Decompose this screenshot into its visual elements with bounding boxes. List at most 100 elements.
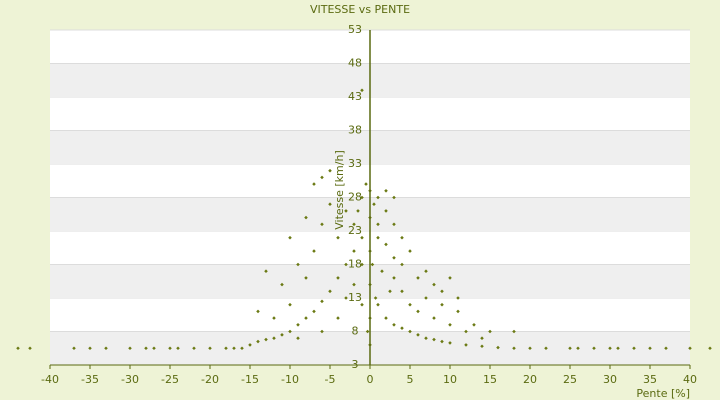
- point: [312, 182, 316, 186]
- point: [280, 282, 284, 287]
- point: [320, 329, 324, 334]
- point: [392, 195, 396, 200]
- point: [576, 346, 580, 351]
- point: [544, 346, 548, 351]
- point: [288, 302, 292, 307]
- point: [512, 329, 516, 334]
- point: [304, 316, 308, 320]
- point: [288, 329, 292, 334]
- point: [192, 346, 196, 351]
- point: [304, 276, 308, 280]
- point: [424, 336, 428, 340]
- point: [152, 346, 156, 351]
- point: [272, 336, 276, 340]
- point: [232, 346, 236, 351]
- point: [264, 269, 268, 273]
- point: [632, 346, 636, 351]
- point: [400, 262, 404, 267]
- point: [528, 346, 532, 351]
- x-tick-label: 10: [443, 373, 457, 386]
- point: [496, 345, 500, 350]
- point: [432, 316, 436, 320]
- y-tick-label: 8: [352, 325, 359, 338]
- x-tick-label: -35: [81, 373, 99, 386]
- point: [360, 195, 364, 200]
- point: [392, 256, 396, 260]
- point: [456, 296, 460, 300]
- point: [432, 282, 436, 287]
- x-tick-label: -15: [241, 373, 259, 386]
- point: [320, 175, 324, 180]
- point: [400, 289, 404, 294]
- y-tick-label: 13: [348, 291, 362, 304]
- y-axis-title: Vitesse [km/h]: [333, 150, 346, 230]
- point: [208, 346, 212, 351]
- x-tick-label: -25: [161, 373, 179, 386]
- point: [28, 346, 32, 351]
- point: [376, 195, 380, 200]
- point: [456, 309, 460, 314]
- point: [280, 333, 284, 337]
- point: [708, 346, 712, 351]
- point: [264, 337, 268, 342]
- point: [440, 339, 444, 344]
- point: [400, 326, 404, 330]
- point: [370, 262, 375, 267]
- point: [376, 235, 380, 240]
- point: [448, 276, 452, 280]
- point: [128, 346, 132, 351]
- point: [240, 346, 244, 351]
- point: [592, 346, 596, 351]
- x-tick-label: -30: [121, 373, 139, 386]
- point: [480, 336, 484, 340]
- point: [480, 344, 484, 349]
- point: [464, 343, 468, 347]
- x-tick-label: 0: [367, 373, 374, 386]
- point: [16, 346, 20, 351]
- point: [312, 309, 316, 314]
- point: [376, 222, 380, 227]
- point: [360, 262, 364, 267]
- point: [648, 346, 652, 351]
- x-tick-label: 15: [483, 373, 497, 386]
- point: [320, 222, 324, 227]
- point: [88, 346, 92, 351]
- point: [352, 249, 356, 253]
- point: [288, 235, 292, 240]
- point: [352, 222, 356, 227]
- point: [224, 346, 228, 351]
- point: [416, 276, 420, 280]
- y-tick-label: 18: [348, 258, 362, 271]
- x-axis-title: Pente [%]: [636, 387, 690, 400]
- point: [296, 262, 300, 267]
- x-tick-label: -20: [201, 373, 219, 386]
- x-tick-label: 25: [563, 373, 577, 386]
- point: [176, 346, 180, 351]
- point: [344, 209, 348, 213]
- point: [352, 282, 356, 287]
- point: [312, 249, 316, 253]
- point: [372, 202, 376, 206]
- point: [384, 316, 388, 320]
- point: [356, 209, 360, 213]
- x-tick-label: -40: [41, 373, 59, 386]
- point: [488, 329, 492, 334]
- point: [392, 222, 396, 227]
- point: [512, 346, 516, 351]
- point: [688, 346, 692, 351]
- point: [664, 346, 668, 351]
- point: [448, 341, 452, 345]
- point: [256, 339, 260, 344]
- point: [472, 323, 476, 327]
- y-tick-label: 23: [348, 224, 362, 237]
- point: [296, 336, 300, 340]
- y-tick-label: 33: [348, 157, 362, 170]
- point: [72, 346, 76, 351]
- point: [272, 316, 276, 320]
- point: [365, 329, 370, 334]
- x-tick-label: -10: [281, 373, 299, 386]
- point: [440, 289, 444, 294]
- chart-title: VITESSE vs PENTE: [310, 3, 410, 16]
- point: [568, 346, 572, 351]
